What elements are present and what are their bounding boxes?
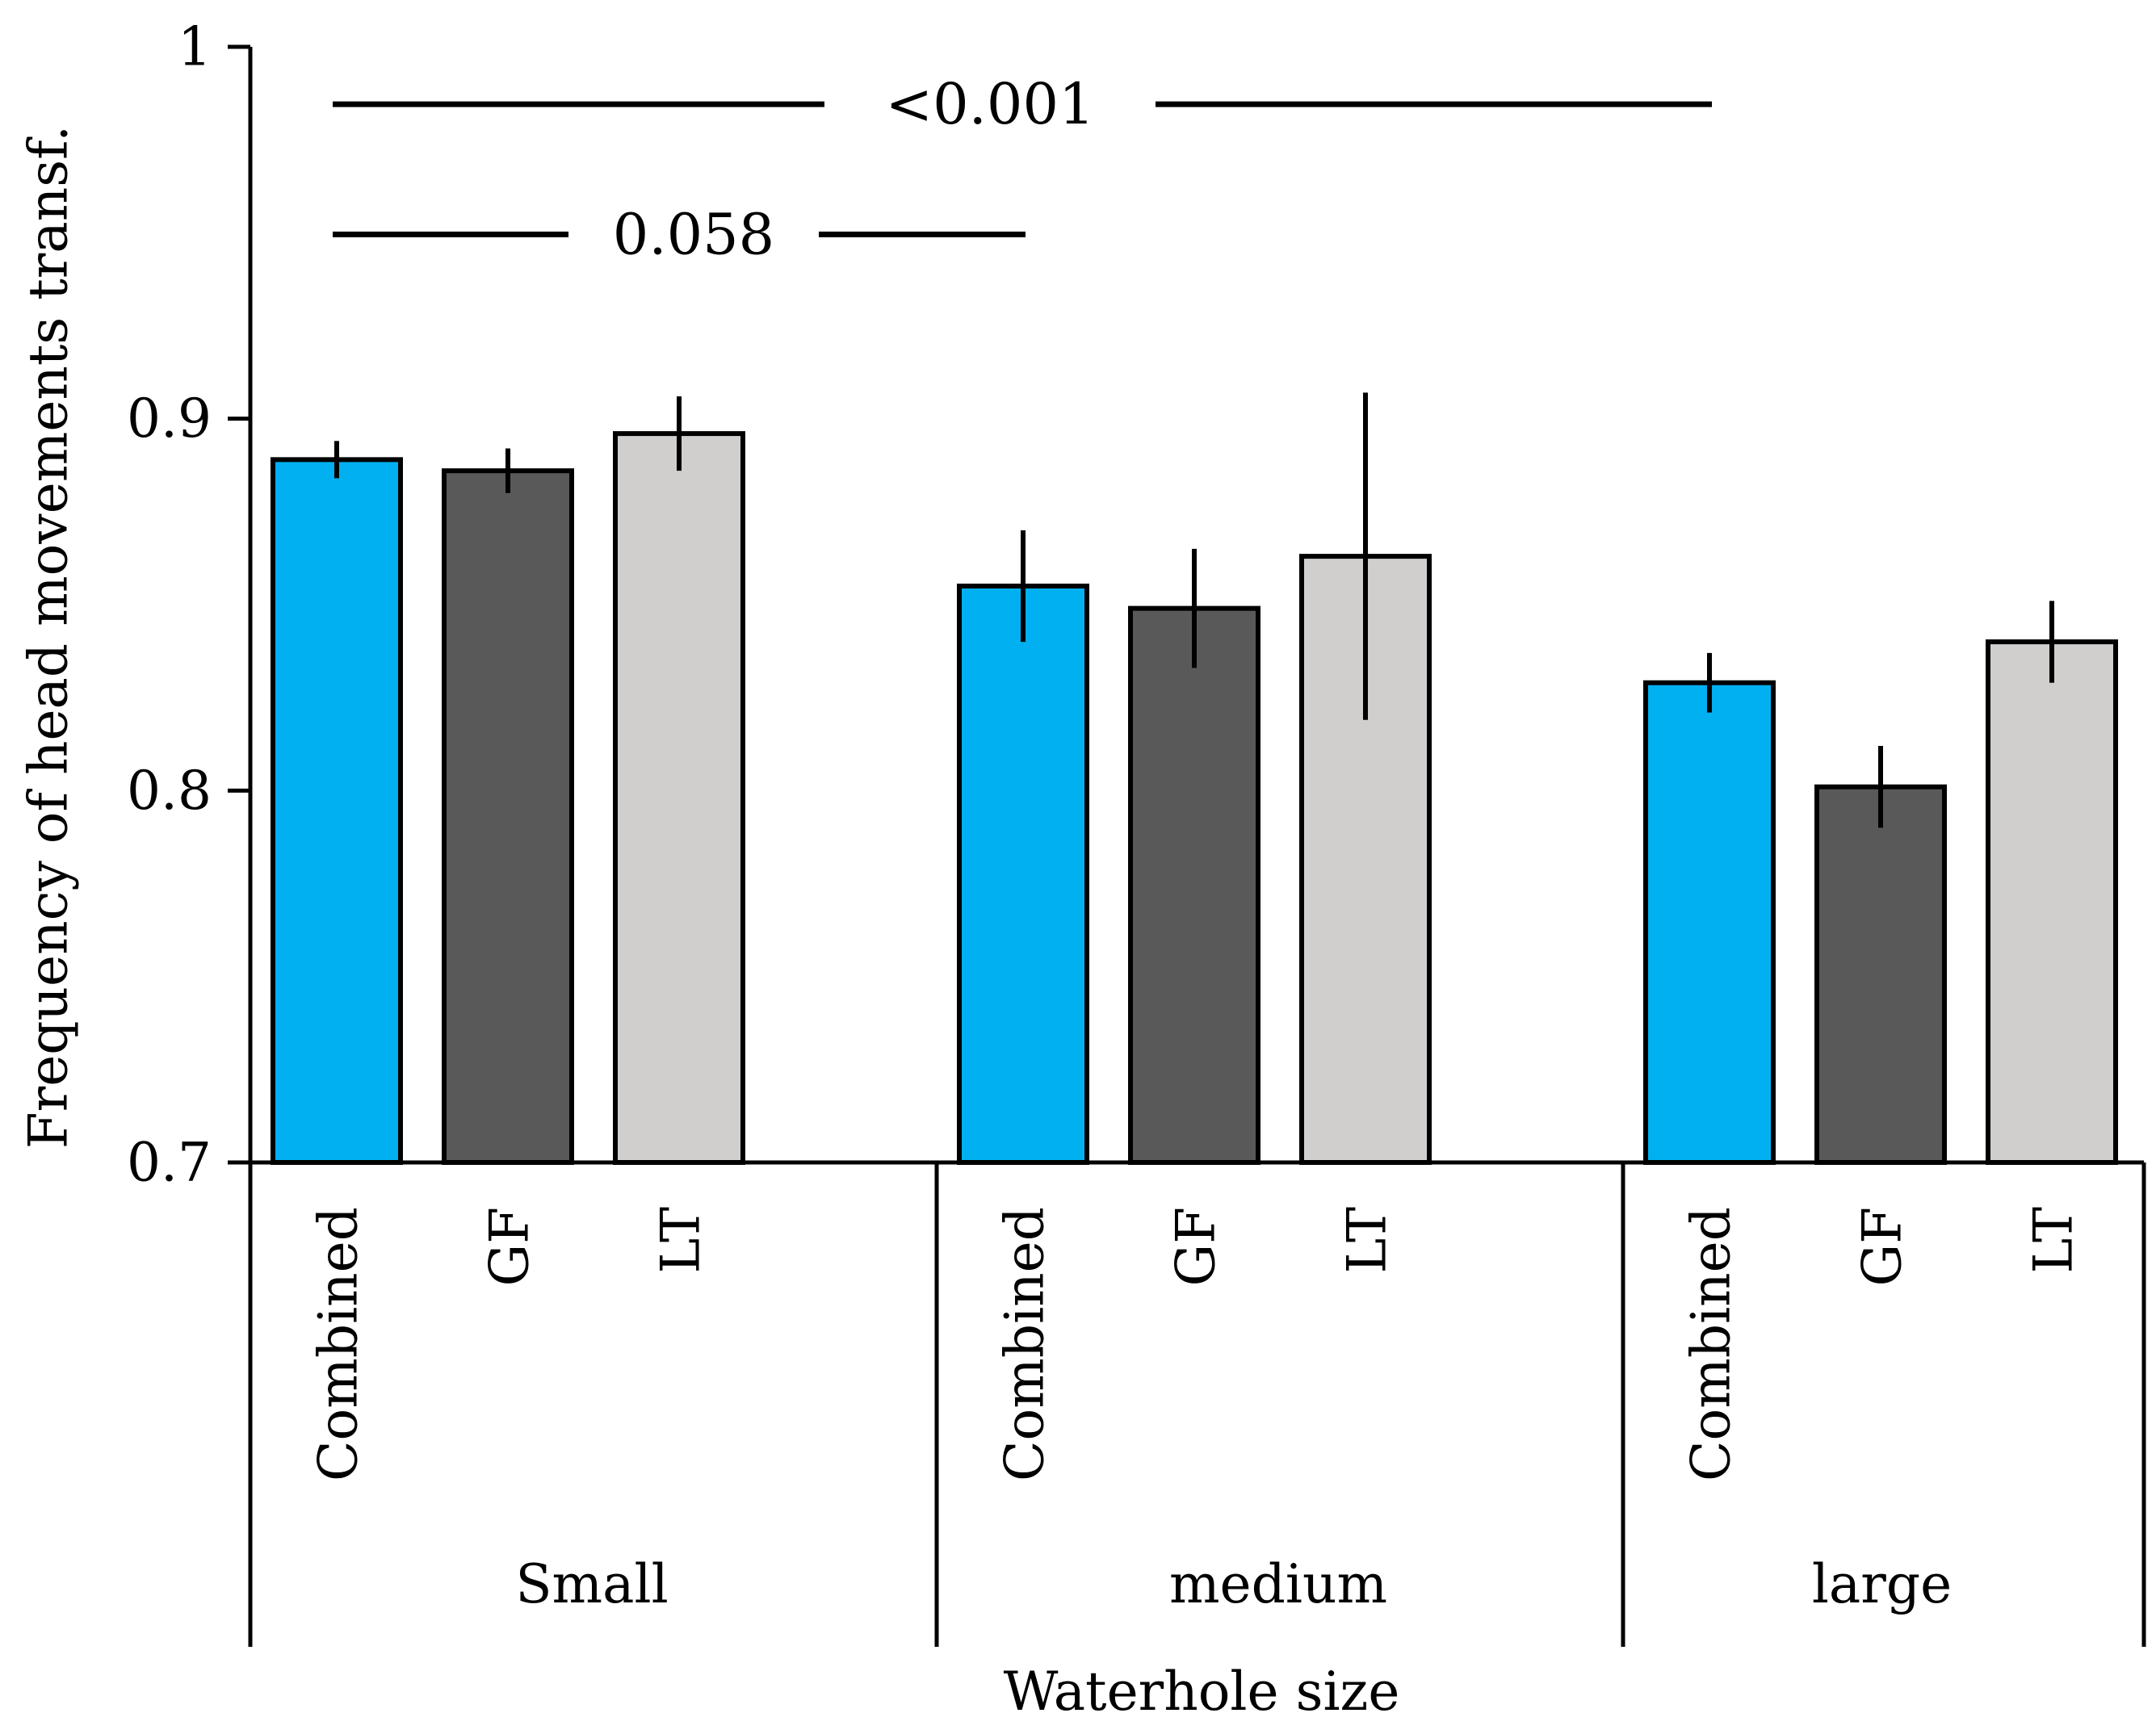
bars: [271, 431, 2118, 1166]
category-label-small-lt: LT: [650, 1207, 712, 1273]
category-label-medium-lt: LT: [1336, 1207, 1399, 1273]
category-label-small-gf: GF: [479, 1207, 541, 1287]
significance-annotations: <0.001 0.058: [333, 71, 1712, 267]
y-tick-label-0: 0.7: [127, 1132, 212, 1194]
axes: 0.7 0.8 0.9 1 Frequency of head movements tr…: [18, 16, 2146, 1723]
group-label-medium: medium: [1169, 1553, 1387, 1615]
category-label-medium-combined: Combined: [994, 1207, 1056, 1481]
bar-small-gf: [442, 468, 574, 1165]
x-axis-title: Waterhole size: [1004, 1661, 1400, 1723]
bar-large-combined: [1643, 680, 1776, 1165]
category-label-large-lt: LT: [2023, 1207, 2085, 1273]
y-tick-label-1: 0.8: [127, 760, 212, 822]
bar-medium-gf: [1128, 605, 1260, 1165]
bar-small-lt: [613, 431, 745, 1165]
bar-large-gf: [1814, 784, 1947, 1166]
y-tick-label-3: 1: [178, 16, 212, 78]
y-tick-label-2: 0.9: [127, 387, 212, 450]
category-label-large-combined: Combined: [1680, 1207, 1743, 1481]
y-axis-title: Frequency of head movements transf.: [18, 125, 80, 1149]
error-bars: [334, 392, 2054, 828]
significance-label-0: <0.001: [885, 71, 1094, 137]
group-label-large: large: [1812, 1553, 1952, 1615]
category-label-medium-gf: GF: [1165, 1207, 1227, 1287]
category-labels: Combined GF LT Small Combined GF LT medium Combi…: [308, 1207, 2085, 1615]
bar-small-combined: [271, 457, 403, 1165]
significance-label-1: 0.058: [613, 201, 774, 267]
bar-medium-combined: [957, 583, 1089, 1165]
group-label-small: Small: [515, 1553, 668, 1615]
bar-large-lt: [1986, 639, 2118, 1165]
category-label-large-gf: GF: [1852, 1207, 1914, 1287]
category-label-small-combined: Combined: [308, 1207, 370, 1481]
